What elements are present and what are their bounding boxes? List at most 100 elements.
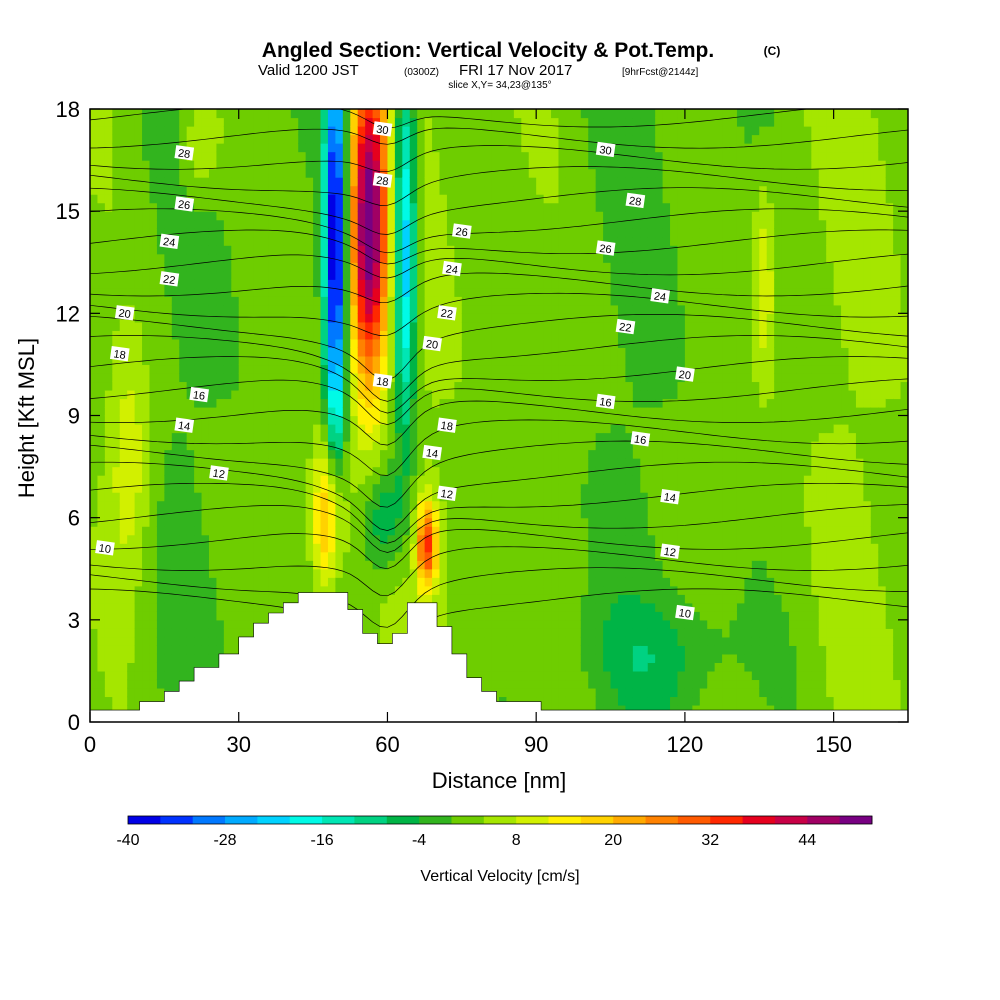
velocity-cell (142, 406, 151, 417)
velocity-cell (580, 160, 589, 170)
velocity-cell (186, 126, 195, 136)
velocity-cell (275, 568, 284, 578)
velocity-cell (335, 313, 344, 323)
velocity-cell (551, 321, 560, 331)
velocity-cell (231, 202, 240, 212)
velocity-cell (268, 381, 277, 391)
velocity-cell (595, 177, 604, 187)
velocity-cell (499, 602, 508, 612)
velocity-cell (127, 441, 136, 451)
velocity-cell (536, 109, 545, 119)
velocity-cell (484, 526, 493, 536)
velocity-cell (513, 372, 522, 383)
velocity-cell (112, 594, 121, 604)
velocity-cell (171, 143, 180, 153)
velocity-cell (90, 543, 99, 553)
velocity-cell (372, 287, 381, 297)
velocity-cell (543, 364, 552, 374)
velocity-cell (283, 568, 292, 578)
velocity-cell (603, 534, 612, 544)
velocity-cell (513, 619, 522, 629)
velocity-cell (201, 619, 210, 629)
velocity-cell (171, 219, 180, 229)
velocity-cell (357, 330, 366, 340)
velocity-cell (499, 389, 508, 400)
velocity-cell (461, 645, 470, 655)
velocity-cell (513, 602, 522, 612)
velocity-cell (439, 381, 448, 391)
velocity-cell (506, 492, 515, 502)
velocity-cell (231, 585, 240, 595)
velocity-cell (506, 568, 515, 578)
velocity-cell (454, 151, 463, 161)
velocity-cell (506, 134, 515, 144)
velocity-cell (513, 517, 522, 527)
velocity-cell (580, 117, 589, 127)
velocity-cell (171, 534, 180, 544)
velocity-cell (134, 662, 143, 672)
velocity-cell (461, 636, 470, 646)
velocity-cell (365, 398, 374, 408)
velocity-cell (536, 347, 545, 357)
velocity-cell (201, 151, 210, 161)
velocity-cell (119, 109, 128, 119)
velocity-cell (134, 287, 143, 297)
velocity-cell (357, 372, 366, 383)
velocity-cell (558, 432, 567, 442)
velocity-cell (275, 372, 284, 383)
velocity-cell (327, 424, 336, 434)
velocity-cell (476, 321, 485, 331)
velocity-cell (484, 415, 493, 425)
velocity-cell (603, 653, 612, 663)
velocity-cell (127, 177, 136, 187)
velocity-cell (268, 160, 277, 170)
velocity-cell (506, 347, 515, 357)
velocity-cell (261, 236, 270, 246)
velocity-cell (394, 568, 403, 578)
velocity-cell (543, 509, 552, 519)
velocity-cell (320, 398, 329, 408)
velocity-cell (580, 194, 589, 204)
velocity-cell (112, 653, 121, 663)
velocity-cell (201, 483, 210, 493)
velocity-cell (536, 619, 545, 629)
velocity-cell (387, 611, 396, 621)
velocity-cell (543, 253, 552, 263)
velocity-cell (409, 500, 418, 510)
velocity-cell (112, 109, 121, 119)
velocity-cell (484, 585, 493, 595)
velocity-cell (446, 381, 455, 391)
velocity-cell (186, 611, 195, 621)
velocity-cell (476, 406, 485, 417)
velocity-cell (186, 287, 195, 297)
velocity-cell (476, 236, 485, 246)
velocity-cell (149, 279, 158, 289)
velocity-cell (275, 168, 284, 178)
velocity-cell (536, 219, 545, 229)
velocity-cell (565, 168, 574, 178)
velocity-cell (402, 543, 411, 553)
velocity-cell (506, 458, 515, 468)
velocity-cell (298, 526, 307, 536)
velocity-cell (179, 330, 188, 340)
velocity-cell (104, 560, 113, 570)
velocity-cell (90, 568, 99, 578)
velocity-cell (506, 619, 515, 629)
velocity-cell (104, 628, 113, 638)
velocity-cell (112, 168, 121, 178)
velocity-cell (595, 509, 604, 519)
velocity-cell (506, 117, 515, 127)
velocity-cell (365, 109, 374, 119)
velocity-cell (380, 304, 389, 314)
velocity-cell (565, 645, 574, 655)
velocity-cell (476, 313, 485, 323)
velocity-cell (164, 160, 173, 170)
velocity-cell (283, 211, 292, 221)
velocity-cell (513, 628, 522, 638)
velocity-cell (171, 466, 180, 476)
velocity-cell (357, 287, 366, 297)
velocity-cell (97, 670, 106, 681)
velocity-cell (521, 194, 530, 204)
velocity-cell (380, 194, 389, 204)
velocity-cell (171, 228, 180, 238)
